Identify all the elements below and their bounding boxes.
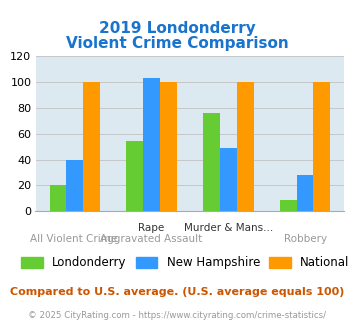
Bar (160, 82, 177, 211)
Bar (143, 78, 160, 211)
Bar (50, 185, 66, 211)
Bar (237, 82, 253, 211)
Bar (313, 82, 330, 211)
Text: 2019 Londonderry: 2019 Londonderry (99, 20, 256, 36)
Bar (66, 159, 83, 211)
Text: Murder & Mans...: Murder & Mans... (184, 223, 273, 233)
Bar (203, 113, 220, 211)
Text: Robbery: Robbery (284, 234, 327, 244)
Bar (126, 142, 143, 211)
Text: Rape: Rape (138, 223, 164, 233)
Text: Compared to U.S. average. (U.S. average equals 100): Compared to U.S. average. (U.S. average … (10, 287, 345, 297)
Bar (280, 200, 296, 211)
Bar (83, 82, 100, 211)
Text: Aggravated Assault: Aggravated Assault (100, 234, 202, 244)
Bar (220, 148, 237, 211)
Text: Violent Crime Comparison: Violent Crime Comparison (66, 36, 289, 51)
Text: © 2025 CityRating.com - https://www.cityrating.com/crime-statistics/: © 2025 CityRating.com - https://www.city… (28, 311, 327, 320)
Text: All Violent Crime: All Violent Crime (31, 234, 118, 244)
Bar (296, 175, 313, 211)
Legend: Londonderry, New Hampshire, National: Londonderry, New Hampshire, National (17, 252, 354, 274)
